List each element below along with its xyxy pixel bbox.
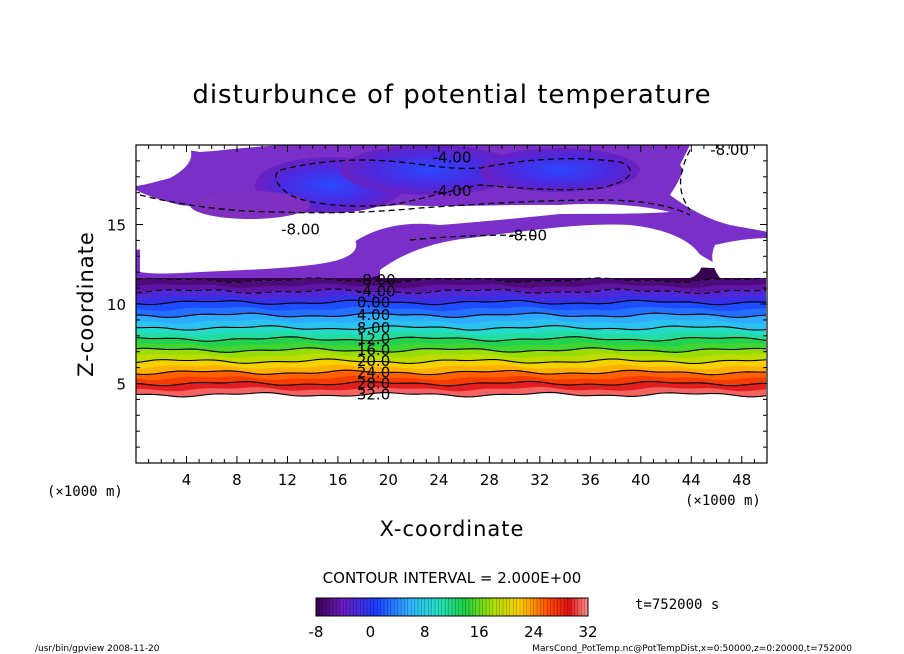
contour-label: 0.00 bbox=[357, 293, 390, 311]
chart-title: disturbunce of potential temperature bbox=[192, 80, 711, 110]
x-unit-left: (×1000 m) bbox=[47, 484, 123, 500]
colorbar-tick-label: -8 bbox=[309, 623, 324, 641]
x-tick-label: 48 bbox=[732, 471, 751, 489]
footer-right: MarsCond_PotTemp.nc@PotTempDist,x=0:5000… bbox=[532, 644, 852, 654]
upper-contour-labels: -4.00 -4.00 -8.00 -8.00 -8.00 bbox=[281, 141, 749, 245]
x-tick-label: 28 bbox=[480, 471, 499, 489]
white-patch-left-top bbox=[136, 148, 192, 186]
color-sub-band bbox=[136, 347, 766, 358]
x-tick-label: 44 bbox=[682, 471, 701, 489]
colorbar: -8 0 8 16 24 32 bbox=[309, 597, 598, 641]
upper-contour-label: -4.00 bbox=[433, 182, 472, 200]
contour-line bbox=[136, 312, 767, 318]
axis-ticks bbox=[136, 145, 767, 463]
color-sub-band bbox=[136, 289, 766, 300]
white-patch-middle bbox=[140, 225, 357, 274]
y-tick-label: 15 bbox=[107, 217, 126, 235]
contour-lines bbox=[136, 277, 767, 398]
contour-label: 32.0 bbox=[357, 386, 390, 404]
dashed-contour-3 bbox=[409, 234, 541, 241]
x-tick-label: 16 bbox=[328, 471, 347, 489]
white-patch-right bbox=[712, 238, 767, 278]
color-bands bbox=[136, 266, 766, 397]
colorbar-tick-label: 32 bbox=[578, 623, 597, 641]
colorbar-tick-labels: -8 0 8 16 24 32 bbox=[309, 623, 598, 641]
x-axis-label: X-coordinate bbox=[380, 517, 525, 541]
low-core-right bbox=[480, 148, 640, 192]
x-tick-label: 36 bbox=[581, 471, 600, 489]
x-tick-label: 24 bbox=[429, 471, 448, 489]
x-tick-label: 32 bbox=[530, 471, 549, 489]
dashed-contour-1 bbox=[275, 158, 632, 207]
contour-line bbox=[136, 288, 767, 295]
contour-label: 4.00 bbox=[357, 306, 390, 324]
colorbar-tick-label: 0 bbox=[366, 623, 376, 641]
colorbar-tick-label: 24 bbox=[524, 623, 543, 641]
colorbar-tick-label: 8 bbox=[420, 623, 430, 641]
contour-line bbox=[136, 277, 766, 283]
color-sub-band bbox=[136, 381, 766, 392]
y-tick-label: 5 bbox=[116, 376, 126, 394]
x-tick-label: 4 bbox=[182, 471, 192, 489]
contour-label: 16.0 bbox=[357, 341, 390, 359]
color-sub-band bbox=[136, 313, 766, 324]
contour-label: 20.0 bbox=[357, 352, 390, 370]
contour-labels: 32.028.024.020.016.012.08.004.000.00-4.0… bbox=[357, 271, 396, 404]
x-tick-label: 40 bbox=[631, 471, 650, 489]
white-patch-center bbox=[380, 224, 702, 278]
contour-label: -8.00 bbox=[357, 271, 396, 289]
time-label: t=752000 s bbox=[635, 597, 719, 613]
contour-line bbox=[136, 358, 767, 365]
color-sub-band bbox=[136, 300, 766, 311]
contour-label: 8.00 bbox=[357, 319, 390, 337]
contour-label: -4.00 bbox=[357, 282, 396, 300]
contour-label: 28.0 bbox=[357, 375, 390, 393]
color-sub-band bbox=[136, 358, 766, 370]
contour-interval-text: CONTOUR INTERVAL = 2.000E+00 bbox=[323, 569, 582, 587]
contour-line bbox=[136, 380, 767, 387]
upper-contour-label: -8.00 bbox=[710, 141, 749, 159]
x-tick-label: 20 bbox=[379, 471, 398, 489]
contour-label: 24.0 bbox=[357, 363, 390, 381]
contour-line bbox=[136, 347, 767, 353]
low-core-center bbox=[340, 145, 520, 195]
footer-left: /usr/bin/gpview 2008-11-20 bbox=[35, 644, 160, 654]
upper-contour-label: -8.00 bbox=[281, 220, 320, 238]
dashed-contour-4 bbox=[679, 149, 691, 211]
upper-contour-label: -4.00 bbox=[433, 149, 472, 167]
dashed-contour-2 bbox=[139, 194, 691, 216]
white-patch-right-top bbox=[680, 145, 767, 220]
y-tick-labels: 5 10 15 bbox=[107, 217, 126, 394]
y-tick-label: 10 bbox=[107, 296, 126, 314]
contour-line bbox=[136, 369, 767, 376]
color-sub-band bbox=[136, 325, 766, 336]
color-sub-band bbox=[136, 277, 766, 288]
contour-line bbox=[136, 325, 767, 331]
contour-line bbox=[136, 299, 767, 306]
x-tick-label: 8 bbox=[232, 471, 242, 489]
x-tick-labels: 4 8 12 16 20 24 28 32 36 40 44 48 bbox=[182, 471, 752, 489]
contour-line bbox=[136, 336, 767, 342]
contour-label: 12.0 bbox=[357, 330, 390, 348]
contour-line bbox=[136, 391, 767, 398]
colorbar-tick-label: 16 bbox=[470, 623, 489, 641]
y-axis-label: Z-coordinate bbox=[74, 231, 98, 377]
color-sub-band bbox=[136, 336, 766, 347]
x-unit-right: (×1000 m) bbox=[685, 493, 761, 509]
upper-contour-label: -8.00 bbox=[508, 227, 547, 245]
colorbar-stripes bbox=[319, 598, 585, 616]
x-tick-label: 12 bbox=[278, 471, 297, 489]
plot-area: 32.028.024.020.016.012.08.004.000.00-4.0… bbox=[136, 141, 767, 404]
low-core-mid bbox=[190, 191, 310, 219]
